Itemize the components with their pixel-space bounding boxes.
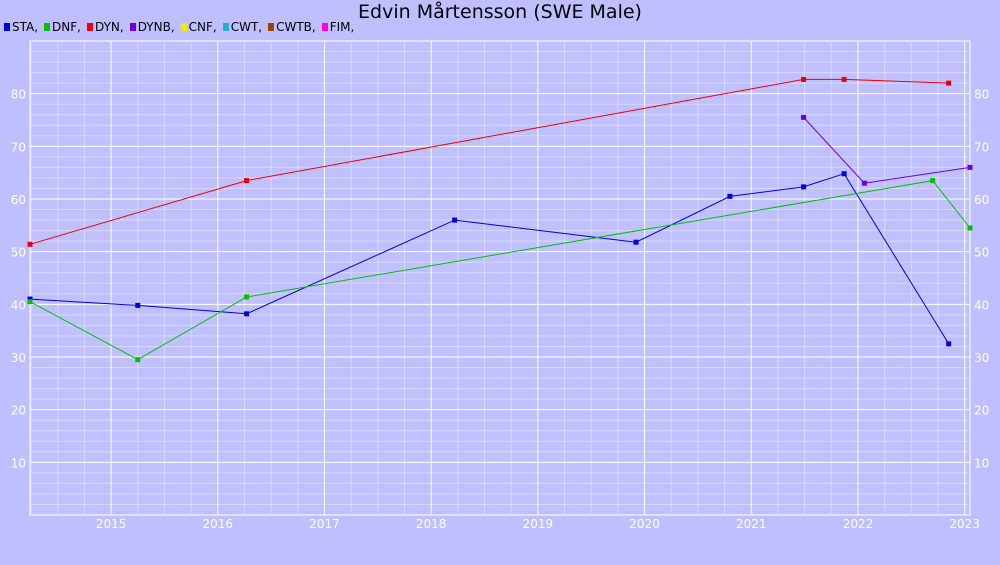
x-tick-label: 2017 bbox=[309, 517, 340, 531]
data-point bbox=[946, 341, 952, 347]
data-point bbox=[27, 296, 33, 302]
x-tick-label: 2019 bbox=[523, 517, 554, 531]
legend-item: DYN, bbox=[86, 20, 124, 34]
legend-swatch bbox=[321, 23, 328, 31]
y-tick-label-right: 40 bbox=[974, 298, 989, 312]
legend-swatch bbox=[44, 23, 51, 31]
x-tick-label: 2021 bbox=[736, 517, 767, 531]
y-tick-label-right: 20 bbox=[974, 404, 989, 418]
data-point bbox=[27, 299, 33, 305]
legend-swatch bbox=[4, 23, 10, 31]
y-tick-label: 20 bbox=[11, 404, 26, 418]
data-point bbox=[861, 180, 867, 186]
data-point bbox=[841, 76, 847, 82]
legend-swatch bbox=[86, 23, 93, 31]
data-point bbox=[135, 357, 141, 363]
y-tick-label-right: 70 bbox=[974, 140, 989, 154]
data-point bbox=[801, 184, 807, 190]
y-tick-label-right: 60 bbox=[974, 193, 989, 207]
legend-label: CNF, bbox=[188, 20, 217, 34]
legend-label: CWTB, bbox=[276, 20, 316, 34]
y-tick-label: 70 bbox=[11, 140, 26, 154]
data-point bbox=[801, 114, 807, 120]
data-point bbox=[930, 178, 936, 184]
y-tick-label: 40 bbox=[11, 298, 26, 312]
legend-swatch bbox=[180, 23, 187, 31]
data-point bbox=[452, 217, 458, 223]
data-point bbox=[727, 193, 733, 199]
legend-item: FIM, bbox=[321, 20, 355, 34]
x-tick-label: 2015 bbox=[96, 517, 127, 531]
chart-title: Edvin Mårtensson (SWE Male) bbox=[358, 1, 642, 23]
legend-item: CNF, bbox=[180, 20, 217, 34]
legend-item: DYNB, bbox=[129, 20, 175, 34]
legend-label: DYN, bbox=[94, 20, 124, 34]
data-point bbox=[841, 171, 847, 177]
data-point bbox=[967, 164, 973, 170]
legend-swatch bbox=[129, 23, 136, 31]
data-point bbox=[27, 241, 33, 247]
data-point bbox=[633, 239, 639, 245]
data-point bbox=[967, 225, 973, 231]
x-tick-label: 2020 bbox=[629, 517, 660, 531]
y-tick-label-right: 50 bbox=[974, 246, 989, 260]
data-point bbox=[244, 311, 250, 317]
data-point bbox=[244, 294, 250, 300]
x-tick-label: 2016 bbox=[203, 517, 234, 531]
legend-label: STA, bbox=[12, 20, 39, 34]
x-tick-label: 2023 bbox=[949, 517, 980, 531]
legend-swatch bbox=[222, 23, 229, 31]
y-tick-label: 50 bbox=[11, 246, 26, 260]
legend-item: DNF, bbox=[44, 20, 81, 34]
y-tick-label: 30 bbox=[11, 351, 26, 365]
legend-item: CWTB, bbox=[268, 20, 316, 34]
y-tick-label-right: 10 bbox=[974, 456, 989, 470]
y-tick-label: 10 bbox=[11, 456, 26, 470]
y-tick-label: 60 bbox=[11, 193, 26, 207]
legend-item: STA, bbox=[4, 20, 38, 34]
legend-swatch bbox=[268, 23, 275, 31]
legend-item: CWT, bbox=[222, 20, 263, 34]
legend-label: FIM, bbox=[329, 20, 355, 34]
data-point bbox=[946, 80, 952, 86]
y-tick-label-right: 80 bbox=[974, 88, 989, 102]
legend-label: DYNB, bbox=[137, 20, 175, 34]
y-tick-label: 80 bbox=[11, 88, 26, 102]
data-point bbox=[244, 178, 250, 184]
plot-area bbox=[29, 40, 971, 516]
legend-label: DNF, bbox=[52, 20, 81, 34]
legend-label: CWT, bbox=[230, 20, 263, 34]
y-tick-label-right: 30 bbox=[974, 351, 989, 365]
legend: STA, DNF, DYN, DYNB, CNF, CWT, CWTB, FIM, bbox=[4, 20, 360, 34]
data-point bbox=[801, 76, 807, 82]
data-point bbox=[135, 302, 141, 308]
x-tick-label: 2022 bbox=[843, 517, 874, 531]
x-tick-label: 2018 bbox=[416, 517, 447, 531]
